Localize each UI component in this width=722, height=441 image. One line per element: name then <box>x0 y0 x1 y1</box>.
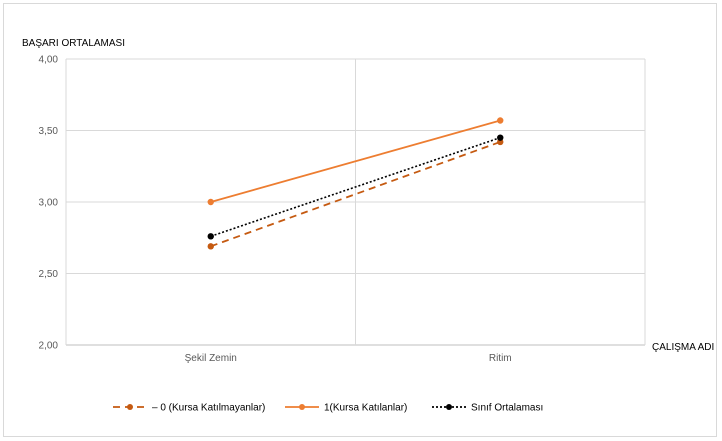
legend-layer: – 0 (Kursa Katılmayanlar) 1(Kursa Katılan… <box>113 403 543 414</box>
axis-layer: 2,00 2,50 3,00 3,50 4,00 Şekil Zemin Ritim <box>39 55 512 365</box>
series-line <box>210 141 501 248</box>
y-tick-label: 2,50 <box>39 269 59 280</box>
y-axis-title: BAŞARI ORTALAMASI <box>22 38 125 49</box>
y-tick-label: 3,00 <box>39 198 59 209</box>
legend-label: Sınıf Ortalaması <box>471 403 543 414</box>
y-tick-label: 3,50 <box>39 126 59 137</box>
x-tick-label: Ritim <box>489 353 512 364</box>
chart-frame <box>3 3 717 437</box>
data-point <box>207 198 214 206</box>
legend-marker <box>127 404 133 410</box>
legend-label: – 0 (Kursa Katılmayanlar) <box>152 403 265 414</box>
grid-layer <box>65 58 646 346</box>
legend-label: 1(Kursa Katılanlar) <box>324 403 407 414</box>
data-point <box>207 233 214 240</box>
x-axis-title: ÇALIŞMA ADI <box>652 342 714 353</box>
series-line <box>210 119 501 203</box>
data-point <box>207 243 214 250</box>
y-tick-label: 2,00 <box>39 341 59 352</box>
series-line <box>210 136 501 238</box>
x-tick-label: Şekil Zemin <box>185 353 237 364</box>
legend-marker <box>299 404 305 410</box>
legend-marker <box>446 404 452 410</box>
data-point <box>497 134 504 141</box>
y-tick-label: 4,00 <box>39 55 59 66</box>
data-point <box>497 117 504 124</box>
series-layer <box>207 117 504 250</box>
